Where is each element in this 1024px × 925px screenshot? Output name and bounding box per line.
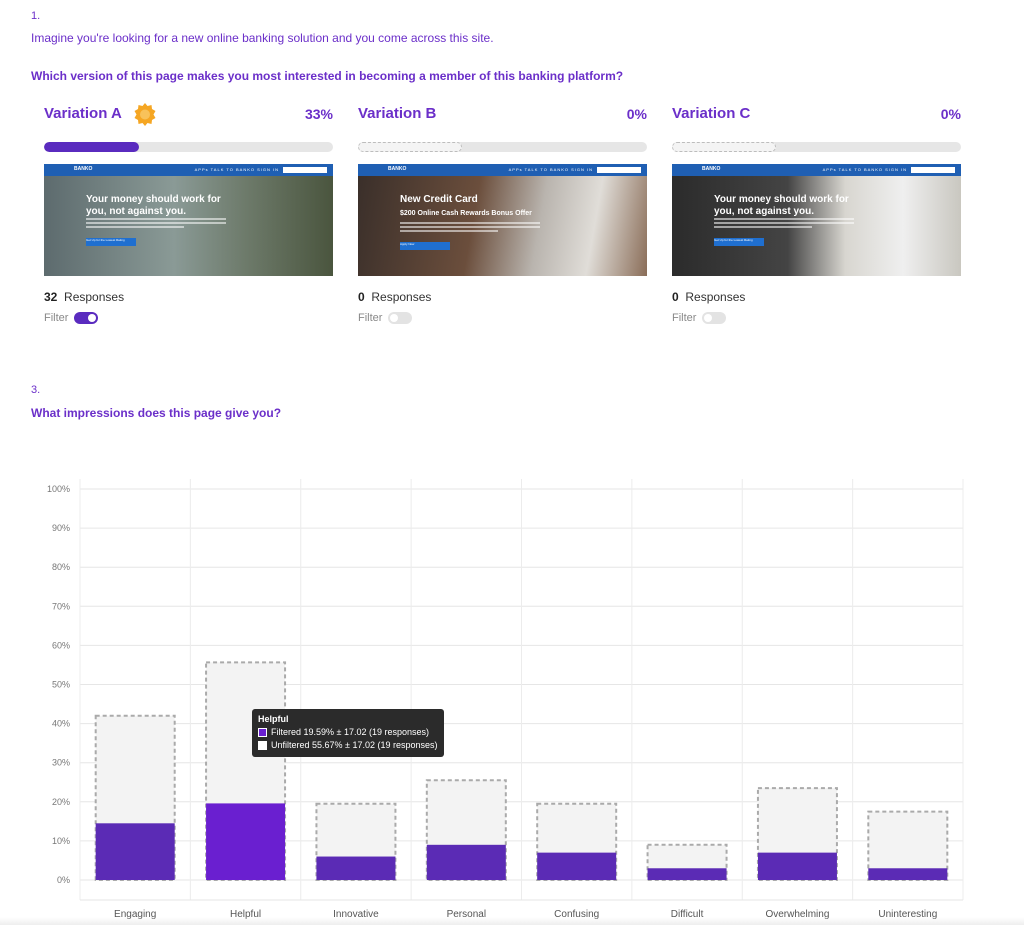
- variation-name: Variation C: [672, 105, 751, 122]
- variation-thumbnail[interactable]: BANKO APPs TALK TO BANKO SIGN IN Your mone…: [44, 164, 333, 276]
- chart-tooltip: Helpful Filtered 19.59% ± 17.02 (19 resp…: [252, 709, 444, 757]
- filtered-bar: [206, 803, 286, 880]
- x-category-label: Overwhelming: [765, 909, 829, 920]
- x-category-label: Confusing: [554, 909, 599, 920]
- variation-header: Variation A 33%: [44, 100, 333, 130]
- variation-percent: 33%: [304, 106, 333, 122]
- y-tick-label: 50%: [52, 680, 70, 690]
- filter-label: Filter: [44, 312, 69, 324]
- tooltip-unfiltered: Unfiltered 55.67% ± 17.02 (19 responses): [271, 740, 438, 750]
- x-category-label: Personal: [447, 909, 486, 920]
- variation-progress-bar: [672, 142, 961, 152]
- response-count: 32 Responses: [44, 290, 125, 304]
- thumbnail-cta: Get Up for the Lowest Rating: [714, 238, 764, 246]
- filter-label: Filter: [358, 312, 383, 324]
- variation-percent: 0%: [626, 106, 647, 122]
- filter-control: Filter: [672, 312, 727, 324]
- thumbnail-subheadline: $200 Online Cash Rewards Bonus Offer: [400, 210, 532, 217]
- tooltip-filtered: Filtered 19.59% ± 17.02 (19 responses): [271, 727, 430, 737]
- question-title: What impressions does this page give you…: [31, 406, 282, 420]
- y-tick-label: 60%: [52, 640, 70, 650]
- y-tick-label: 10%: [52, 836, 70, 846]
- variation-card: Variation B 0% BANKO APPs TALK TO BANKO SIG…: [358, 100, 647, 330]
- filtered-bar: [537, 852, 617, 880]
- x-category-label: Difficult: [671, 909, 704, 920]
- variation-name: Variation B: [358, 105, 437, 122]
- variation-header: Variation B 0%: [358, 100, 647, 130]
- response-count: 0 Responses: [358, 290, 432, 304]
- filtered-bar: [757, 852, 837, 880]
- variation-header: Variation C 0%: [672, 100, 961, 130]
- variation-name: Variation A: [44, 105, 122, 122]
- filtered-bar: [95, 823, 175, 880]
- y-tick-label: 30%: [52, 758, 70, 768]
- filter-toggle[interactable]: [74, 312, 99, 324]
- impressions-chart: 0% 10% 20% 30% 40% 50% 60% 70% 80% 90% 100% Engagin…: [0, 460, 1024, 925]
- question-intro: Imagine you're looking for a new online …: [31, 31, 494, 45]
- y-tick-label: 20%: [52, 797, 70, 807]
- y-tick-label: 80%: [52, 562, 70, 572]
- thumbnail-cta: Get Up for the Lowest Rating: [86, 238, 136, 246]
- x-category-label: Innovative: [333, 909, 379, 920]
- question-title: Which version of this page makes you mos…: [31, 69, 624, 83]
- y-tick-label: 0%: [57, 875, 70, 885]
- filter-label: Filter: [672, 312, 697, 324]
- thumbnail-headline: Your money should work for you, not agai…: [86, 194, 221, 217]
- response-count: 0 Responses: [672, 290, 746, 304]
- variation-percent: 0%: [940, 106, 961, 122]
- tooltip-title: Helpful: [258, 714, 289, 724]
- y-tick-label: 90%: [52, 523, 70, 533]
- filtered-bar: [868, 868, 948, 880]
- question-number: 3.: [31, 384, 41, 396]
- question-number: 1.: [31, 10, 41, 22]
- filtered-bar: [647, 868, 727, 880]
- filtered-bar: [316, 856, 396, 880]
- filter-toggle[interactable]: [702, 312, 727, 324]
- unfiltered-swatch: [258, 741, 267, 750]
- filtered-swatch: [258, 728, 267, 737]
- award-badge-icon: [134, 103, 156, 126]
- variation-thumbnail[interactable]: BANKO APPs TALK TO BANKO SIGN IN New Credi…: [358, 164, 647, 276]
- variation-card: Variation A 33% BANKO APPs TALK TO BANKO SI…: [44, 100, 333, 330]
- variation-progress-bar: [44, 142, 333, 152]
- y-tick-label: 40%: [52, 719, 70, 729]
- thumbnail-cta: Apply Now: [400, 242, 450, 250]
- variation-card: Variation C 0% BANKO APPs TALK TO BANKO SIG…: [672, 100, 961, 330]
- y-tick-label: 70%: [52, 601, 70, 611]
- x-category-label: Helpful: [230, 909, 261, 920]
- y-tick-label: 100%: [47, 484, 70, 494]
- thumbnail-headline: New Credit Card: [400, 194, 478, 205]
- filter-control: Filter: [44, 312, 99, 324]
- variation-thumbnail[interactable]: BANKO APPs TALK TO BANKO SIGN IN Your mone…: [672, 164, 961, 276]
- filter-toggle[interactable]: [388, 312, 413, 324]
- filter-control: Filter: [358, 312, 413, 324]
- bar-chart-svg: 0% 10% 20% 30% 40% 50% 60% 70% 80% 90% 100% Engagin…: [47, 479, 964, 920]
- bottom-fade: [0, 917, 1024, 925]
- variation-progress-bar: [358, 142, 647, 152]
- filtered-bar: [426, 844, 506, 880]
- x-category-label: Engaging: [114, 909, 156, 920]
- thumbnail-headline: Your money should work for you, not agai…: [714, 194, 849, 217]
- x-category-label: Uninteresting: [878, 909, 937, 920]
